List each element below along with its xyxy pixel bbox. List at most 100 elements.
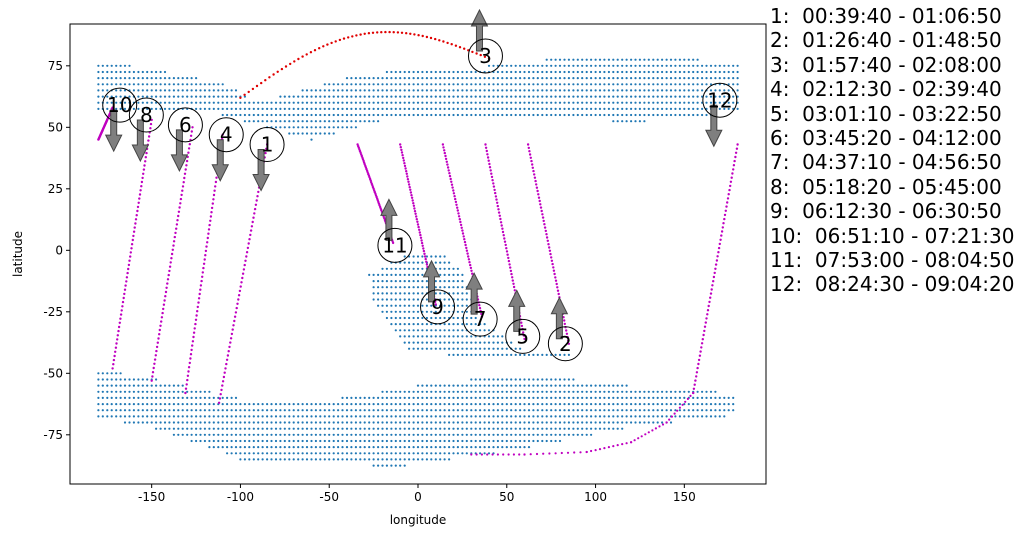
land-dot xyxy=(394,316,397,320)
land-dot xyxy=(385,70,388,74)
land-dot xyxy=(243,433,246,436)
track-point xyxy=(245,255,248,258)
track-point xyxy=(228,345,231,349)
track-point xyxy=(326,43,329,46)
land-dot xyxy=(519,409,522,412)
land-dot xyxy=(634,70,637,74)
land-dot xyxy=(607,113,611,117)
land-dot xyxy=(439,83,442,86)
land-dot xyxy=(252,415,255,418)
land-dot xyxy=(217,433,220,436)
land-dot xyxy=(718,107,721,110)
land-dot xyxy=(505,403,508,406)
track-point xyxy=(192,335,195,339)
land-dot xyxy=(155,101,158,104)
land-dot xyxy=(612,396,615,399)
land-dot xyxy=(403,77,406,80)
land-dot xyxy=(523,113,526,117)
land-dot xyxy=(128,396,131,399)
track-point xyxy=(447,169,450,172)
land-dot xyxy=(292,415,295,418)
land-dot xyxy=(372,396,375,399)
land-dot xyxy=(661,95,664,98)
land-dot xyxy=(416,304,420,307)
land-dot xyxy=(279,95,282,98)
track-point xyxy=(557,292,560,296)
land-dot xyxy=(195,77,198,80)
land-dot xyxy=(314,403,317,406)
land-dot xyxy=(523,390,526,393)
land-dot xyxy=(328,458,331,461)
land-dot xyxy=(377,273,380,276)
land-dot xyxy=(106,70,109,74)
track-point xyxy=(265,143,269,146)
land-dot xyxy=(337,120,340,123)
land-dot xyxy=(137,107,140,110)
land-dot xyxy=(123,409,127,412)
land-dot xyxy=(443,433,446,436)
land-dot xyxy=(456,298,459,301)
land-dot xyxy=(416,316,420,320)
land-dot xyxy=(523,403,526,406)
land-dot xyxy=(345,101,349,104)
land-dot xyxy=(576,390,579,393)
track-point xyxy=(202,266,205,270)
land-dot xyxy=(359,452,362,455)
land-dot xyxy=(115,107,118,110)
land-dot xyxy=(496,70,499,74)
track-point xyxy=(703,325,707,328)
track-point xyxy=(199,288,202,291)
land-dot xyxy=(581,409,584,412)
land-dot xyxy=(514,409,517,412)
land-dot xyxy=(634,83,637,86)
land-dot xyxy=(177,77,180,80)
track-point xyxy=(661,423,665,426)
land-dot xyxy=(421,107,424,110)
land-dot xyxy=(337,403,340,406)
land-dot xyxy=(443,384,446,387)
land-dot xyxy=(132,378,135,381)
land-dot xyxy=(208,446,211,449)
land-dot xyxy=(390,421,393,424)
track-point xyxy=(567,342,571,345)
land-dot xyxy=(208,95,211,98)
land-dot xyxy=(616,64,619,67)
land-dot xyxy=(186,433,189,436)
land-dot xyxy=(612,89,615,92)
track-point xyxy=(209,215,213,218)
land-dot xyxy=(132,384,135,387)
land-dot xyxy=(234,421,238,424)
land-dot xyxy=(394,415,397,418)
land-dot xyxy=(732,83,735,86)
land-dot xyxy=(416,107,420,110)
land-dot xyxy=(412,304,415,307)
land-dot xyxy=(305,427,309,430)
land-dot xyxy=(687,83,690,86)
land-dot xyxy=(425,101,428,104)
land-dot xyxy=(439,267,442,270)
land-dot xyxy=(470,433,473,436)
track-point xyxy=(475,52,478,55)
land-dot xyxy=(368,403,371,406)
land-dot xyxy=(647,403,650,406)
land-dot xyxy=(536,89,539,92)
land-dot xyxy=(243,409,246,412)
land-dot xyxy=(128,101,131,104)
x-tick-label: 100 xyxy=(584,490,607,504)
track-point xyxy=(132,234,135,238)
land-dot xyxy=(496,415,499,418)
land-dot xyxy=(190,396,193,399)
land-dot xyxy=(443,77,446,80)
land-dot xyxy=(199,433,202,436)
land-dot xyxy=(319,107,322,110)
land-dot xyxy=(496,89,499,92)
land-dot xyxy=(732,77,735,80)
track-point xyxy=(567,339,570,342)
land-dot xyxy=(159,83,162,86)
land-dot xyxy=(545,101,548,104)
land-dot xyxy=(474,341,477,344)
land-dot xyxy=(412,347,415,350)
land-dot xyxy=(612,403,615,406)
land-dot xyxy=(652,89,655,92)
land-dot xyxy=(403,427,406,430)
